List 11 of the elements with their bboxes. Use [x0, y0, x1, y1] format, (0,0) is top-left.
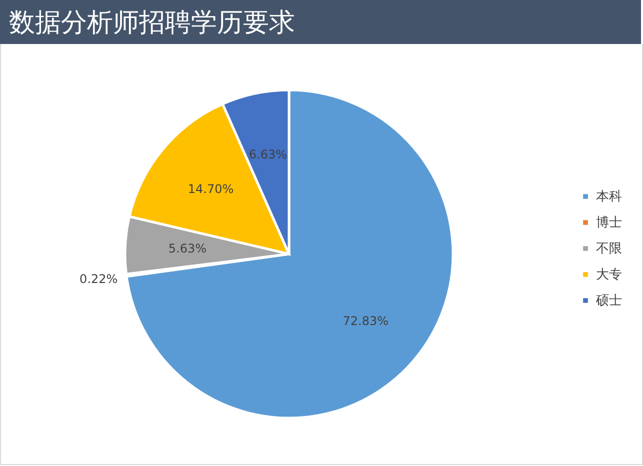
legend-label: 不限	[596, 242, 622, 256]
data-label: 72.83%	[342, 314, 389, 328]
legend-label: 博士	[596, 216, 622, 230]
data-label: 5.63%	[168, 242, 207, 256]
data-label: 14.70%	[188, 182, 234, 196]
data-label: 6.63%	[248, 148, 288, 162]
legend-label: 硕士	[595, 294, 622, 308]
data-label: 0.22%	[80, 272, 118, 286]
legend-label: 本科	[596, 190, 622, 204]
chart-title: 数据分析师招聘学历要求	[0, 0, 641, 44]
legend-label: 大专	[596, 268, 622, 282]
